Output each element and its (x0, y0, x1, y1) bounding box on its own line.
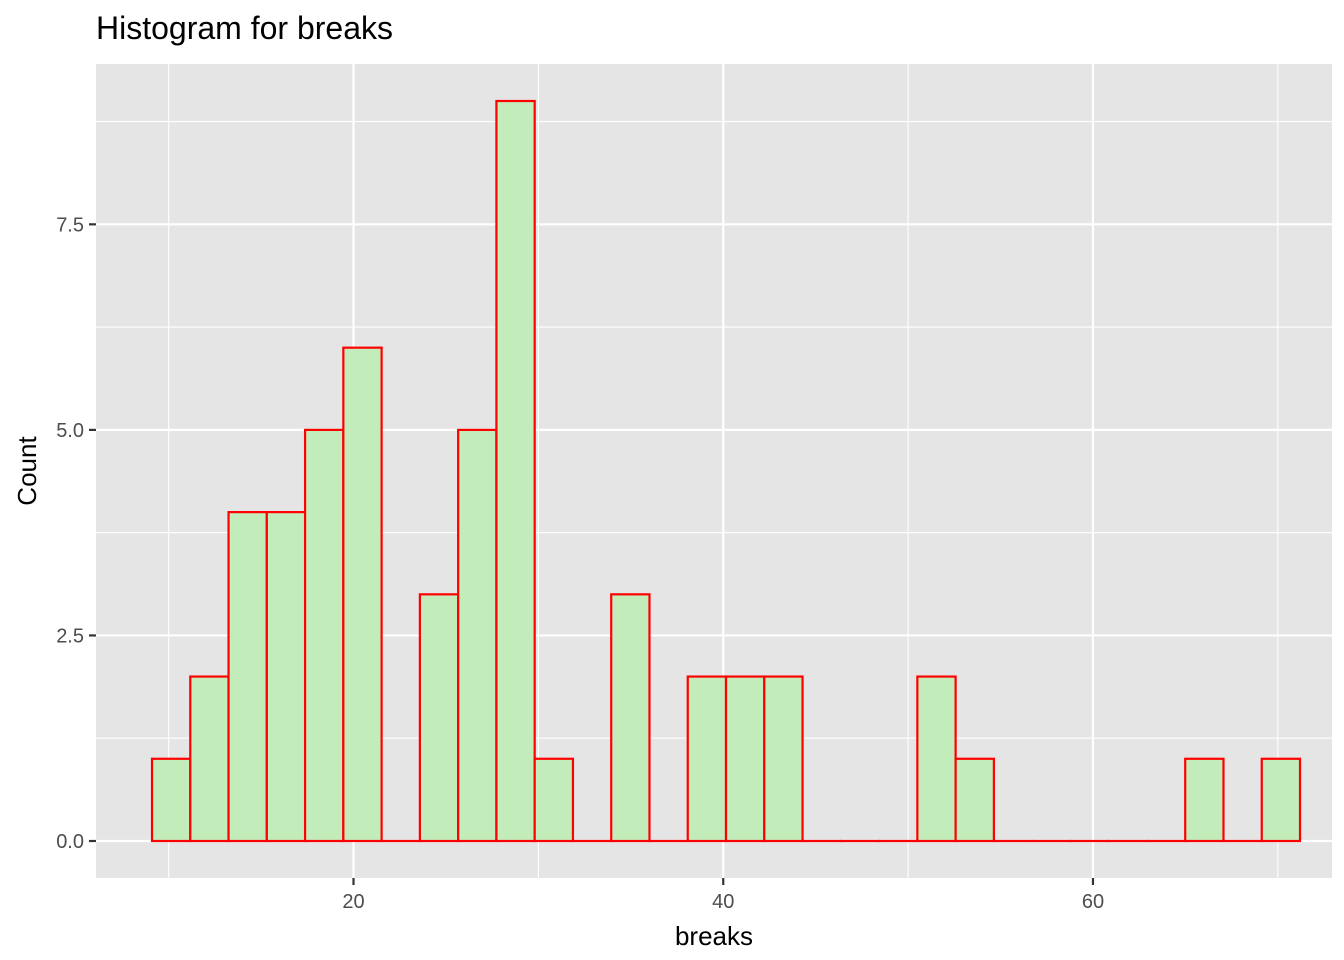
histogram-bar (303, 428, 345, 843)
chart-title: Histogram for breaks (96, 10, 393, 46)
histogram-bars (150, 99, 1302, 843)
y-tick-label: 2.5 (56, 625, 84, 647)
x-axis: 20 40 60 (342, 878, 1104, 913)
histogram-bar (342, 346, 383, 843)
histogram-bar (610, 593, 651, 843)
histogram-bar (418, 593, 460, 843)
histogram-bar (763, 675, 804, 843)
histogram-bar (724, 675, 766, 843)
histogram-bar (1184, 757, 1225, 843)
minor-gridlines (96, 64, 1332, 878)
histogram-bar (533, 757, 575, 843)
x-tick-label: 60 (1082, 891, 1104, 913)
histogram-bar (150, 757, 192, 843)
y-tick-label: 0.0 (56, 831, 84, 853)
histogram-bar (189, 675, 230, 843)
x-tick-label: 40 (712, 891, 734, 913)
histogram-bar (227, 511, 268, 843)
y-tick-label: 5.0 (56, 420, 84, 442)
histogram-bar (457, 428, 498, 843)
y-axis-title: Count (12, 436, 42, 506)
histogram-bar (954, 757, 995, 843)
x-tick-label: 20 (342, 891, 364, 913)
y-tick-label: 7.5 (56, 214, 84, 236)
histogram-bar (265, 511, 307, 843)
y-axis: 0.0 2.5 5.0 7.5 (56, 214, 96, 853)
histogram-bar (686, 675, 728, 843)
histogram-bar (916, 675, 957, 843)
x-axis-title: breaks (675, 921, 753, 951)
histogram-bar (1260, 757, 1302, 843)
histogram-bar (495, 99, 536, 843)
